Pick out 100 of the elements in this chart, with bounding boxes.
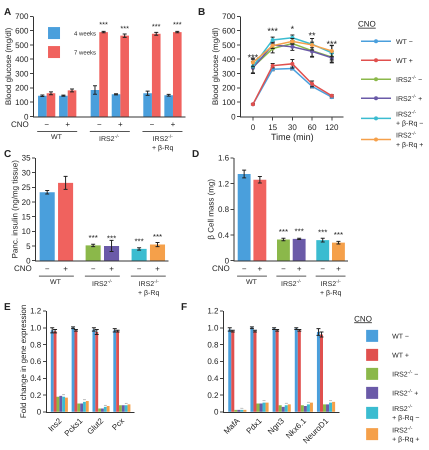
x-tick-label: − (320, 264, 326, 274)
y-tick-label: 400 (15, 55, 29, 64)
text: CNO (11, 120, 29, 129)
y-tick-label: 35 (22, 154, 32, 163)
data-label: *** (152, 22, 161, 31)
y-tick-label: 5 (26, 242, 32, 251)
x-axis-title: Time (min) (271, 132, 314, 142)
y-axis-title: Blood glucose (mg/dl) (4, 27, 13, 106)
y-tick-label: 0 (36, 408, 42, 417)
x-tick-label: − (44, 264, 50, 274)
y-tick-label: 1.2 (30, 306, 42, 316)
data-label: *** (248, 52, 259, 63)
x-tick-label: + (109, 264, 114, 274)
x-tick-label: − (150, 120, 155, 130)
legend-title: CNO (354, 314, 372, 324)
x-tick-label: 60 (308, 123, 318, 132)
y-tick-label: 0.4 (218, 230, 230, 240)
y-tick-label: 0.8 (218, 205, 230, 214)
y-axis-title: β Cell mass (mg) (206, 178, 216, 240)
y-tick-label: 300 (222, 69, 236, 78)
y-tick-label: 1.2 (218, 179, 230, 188)
y-tick-label: 10 (22, 227, 32, 236)
x-tick-label: + (170, 120, 176, 130)
y-tick-label: 0.4 (30, 374, 42, 384)
y-tick-label: 0 (26, 256, 32, 266)
y-tick-label: 0.8 (30, 340, 42, 350)
y-tick-label: 600 (15, 26, 29, 36)
data-label: *** (278, 227, 288, 236)
y-tick-label: 200 (222, 84, 236, 93)
data-label: * (290, 24, 295, 34)
data-label: *** (134, 236, 144, 246)
data-label: ** (308, 30, 316, 40)
y-axis-title: Panc. insulin (ng/mg tissue) (10, 160, 20, 258)
x-tick-label: − (281, 264, 286, 274)
data-label: *** (88, 233, 98, 242)
x-tick-label: Pcx (110, 416, 126, 432)
y-tick-label: 200 (15, 84, 29, 93)
x-tick-label: 30 (288, 123, 298, 132)
y-tick-label: 300 (15, 69, 29, 78)
x-tick-label: − (136, 264, 142, 274)
y-tick-label: 0 (231, 112, 236, 122)
y-axis-title: Fold change in gene expression (18, 304, 28, 418)
chart-title: A (4, 7, 12, 18)
x-tick-label: + (336, 264, 342, 274)
y-tick-label: 0.4 (207, 374, 219, 384)
y-tick-label: 0.8 (207, 340, 219, 350)
x-tick-label: − (242, 264, 247, 274)
y-tick-label: 0 (24, 112, 29, 122)
chart-title: D (192, 149, 200, 160)
y-tick-label: 1.0 (30, 324, 42, 333)
y-tick-label: 100 (222, 98, 236, 107)
x-tick-label: Ins2 (46, 416, 64, 434)
legend-title: CNO (358, 20, 376, 29)
y-tick-label: 400 (222, 55, 236, 64)
y-tick-label: 1.0 (207, 324, 219, 333)
chart-title: B (198, 7, 206, 18)
x-tick-label: − (44, 120, 50, 130)
data-label: *** (152, 232, 162, 242)
x-tick-label: 15 (268, 123, 278, 132)
data-label: *** (120, 24, 130, 33)
text: CNO (212, 264, 230, 273)
chart-title: F (181, 302, 188, 313)
data-label: *** (172, 20, 182, 30)
y-tick-label: 500 (15, 40, 29, 50)
x-tick-label: + (63, 264, 68, 274)
y-tick-label: 100 (15, 98, 29, 107)
y-tick-label: 0.6 (30, 357, 42, 366)
y-tick-label: 700 (222, 12, 236, 22)
y-tick-label: 0.2 (30, 390, 42, 400)
y-axis-title: Blood glucose (mg/dl) (210, 27, 220, 106)
y-tick-label: 500 (222, 40, 236, 50)
y-tick-label: 30 (22, 168, 32, 178)
y-tick-label: 600 (222, 26, 236, 36)
x-tick-label: + (65, 120, 70, 130)
x-tick-label: 0 (250, 123, 256, 132)
y-tick-label: 1.2 (207, 306, 219, 316)
data-label: *** (99, 20, 108, 30)
x-tick-label: 120 (325, 123, 339, 132)
data-label: *** (294, 226, 304, 236)
chart-title: E (4, 302, 11, 313)
x-tick-label: − (96, 120, 102, 130)
x-tick-label: − (90, 264, 96, 274)
y-tick-label: 15 (22, 212, 32, 222)
x-tick-label: + (155, 264, 160, 274)
y-tick-label: 0.6 (207, 357, 219, 366)
x-tick-label: + (118, 120, 124, 130)
data-label: *** (267, 26, 278, 36)
y-tick-label: 700 (15, 12, 29, 22)
y-tick-label: 0 (214, 408, 219, 417)
text: CNO (14, 264, 32, 273)
y-tick-label: 20 (22, 198, 32, 207)
data-label: *** (106, 234, 116, 243)
y-tick-label: 25 (22, 183, 32, 192)
y-tick-label: 0 (224, 256, 230, 266)
y-tick-label: 0.2 (207, 390, 219, 400)
x-tick-label: + (258, 264, 263, 274)
chart-title: C (4, 149, 12, 160)
y-tick-label: 1.6 (218, 154, 230, 163)
x-tick-label: + (296, 264, 302, 274)
data-label: *** (334, 230, 344, 240)
